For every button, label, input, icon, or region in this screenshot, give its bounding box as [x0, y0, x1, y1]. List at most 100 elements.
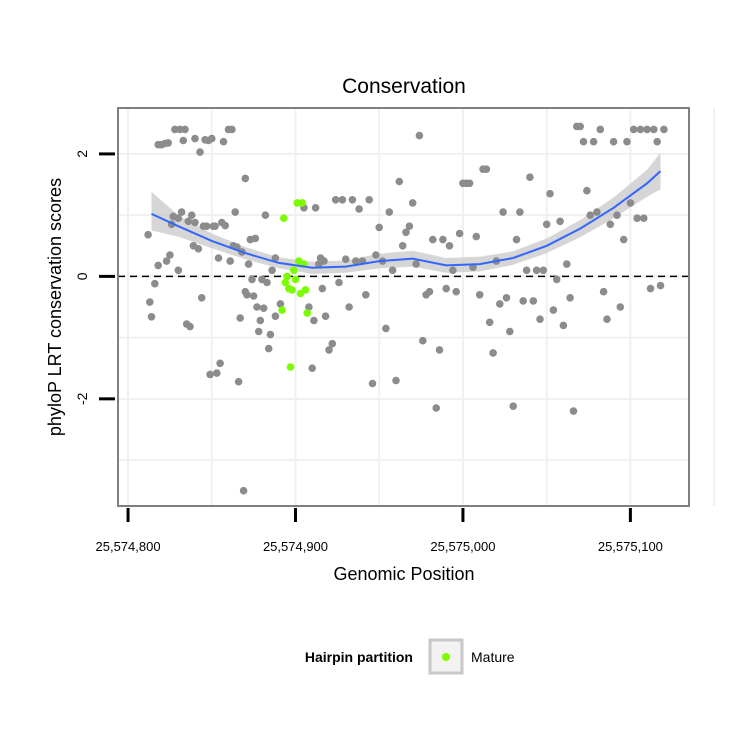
- data-point-mature: [278, 306, 286, 314]
- data-point: [196, 148, 204, 156]
- data-point: [643, 125, 651, 134]
- data-point-mature: [281, 278, 290, 287]
- data-point: [402, 228, 410, 237]
- data-point: [606, 220, 615, 229]
- data-point: [542, 220, 551, 229]
- data-point: [419, 336, 427, 345]
- data-point: [328, 339, 337, 348]
- smooth-line: [151, 170, 662, 269]
- data-point: [629, 125, 638, 134]
- y-tick-label: 0: [74, 272, 90, 280]
- data-point: [151, 279, 159, 288]
- data-point: [603, 315, 611, 324]
- x-tick-label: 25,574,900: [263, 539, 328, 554]
- data-point: [496, 300, 504, 308]
- data-point: [321, 312, 330, 321]
- data-point: [154, 261, 162, 270]
- data-point: [593, 208, 601, 216]
- data-point-mature: [286, 363, 295, 371]
- data-point: [656, 281, 665, 290]
- x-tick-label: 25,575,100: [598, 539, 663, 554]
- data-point: [526, 173, 534, 181]
- data-point: [191, 134, 199, 143]
- data-point: [392, 376, 400, 385]
- data-point: [179, 136, 188, 145]
- data-point: [310, 316, 318, 325]
- data-point: [506, 327, 514, 336]
- x-axis-label: Genomic Position: [333, 564, 474, 584]
- data-point: [475, 291, 484, 299]
- data-point-mature: [303, 309, 312, 317]
- data-point: [382, 324, 390, 333]
- data-point: [208, 134, 216, 143]
- y-axis-label: phyloP LRT conservation scores: [45, 178, 65, 436]
- data-point: [576, 122, 584, 131]
- data-point: [352, 257, 360, 265]
- data-point: [211, 222, 219, 230]
- plot-border: [117, 107, 690, 507]
- data-point: [355, 205, 363, 213]
- data-point: [398, 242, 407, 250]
- data-point: [259, 304, 268, 313]
- x-tick-label: 25,575,000: [430, 539, 495, 554]
- data-point: [442, 284, 451, 293]
- y-tick-label: 2: [74, 150, 90, 158]
- data-point: [256, 316, 265, 325]
- data-point: [502, 294, 511, 302]
- data-point: [338, 196, 347, 204]
- data-point: [214, 254, 223, 262]
- data-point: [586, 211, 594, 219]
- data-point-mature: [283, 272, 291, 281]
- data-point: [239, 486, 248, 495]
- data-point: [308, 364, 317, 373]
- data-point: [569, 407, 578, 415]
- x-axis: 25,574,800 25,574,900 25,575,000 25,575,100: [96, 508, 663, 554]
- data-point: [341, 255, 350, 263]
- data-point: [164, 139, 172, 147]
- data-point: [489, 349, 497, 357]
- data-point: [264, 344, 273, 353]
- data-point: [408, 199, 417, 207]
- data-point: [660, 125, 668, 134]
- data-point: [271, 312, 280, 321]
- data-point: [191, 218, 199, 227]
- data-point: [251, 234, 260, 243]
- data-point: [640, 214, 648, 222]
- data-point: [412, 260, 420, 268]
- data-point: [465, 179, 474, 188]
- data-point: [174, 214, 183, 222]
- data-point-mature: [301, 286, 310, 294]
- data-point: [636, 125, 645, 134]
- data-point: [362, 291, 370, 299]
- data-point: [372, 251, 380, 259]
- data-point: [197, 294, 206, 302]
- data-point: [609, 137, 618, 146]
- data-point: [345, 303, 353, 311]
- data-point: [226, 257, 234, 265]
- data-point: [177, 208, 186, 216]
- data-point: [559, 321, 568, 330]
- data-point: [653, 137, 661, 146]
- y-axis: -2 0 2: [74, 150, 115, 405]
- data-point: [556, 217, 564, 226]
- data-point: [144, 230, 152, 239]
- y-tick-label: -2: [74, 392, 90, 405]
- data-point: [616, 303, 625, 311]
- data-point: [519, 297, 527, 305]
- data-point: [254, 327, 263, 336]
- data-point: [388, 266, 397, 275]
- data-point: [244, 260, 253, 268]
- data-point: [181, 125, 189, 134]
- data-point: [646, 284, 655, 293]
- data-point: [439, 235, 447, 244]
- legend-title: Hairpin partition: [305, 649, 413, 665]
- data-point: [425, 287, 434, 296]
- data-point: [271, 254, 280, 262]
- data-point: [221, 221, 229, 230]
- data-point: [162, 257, 171, 265]
- data-point: [549, 306, 558, 314]
- data-point: [432, 404, 441, 412]
- data-point: [395, 177, 404, 186]
- data-point: [325, 346, 333, 354]
